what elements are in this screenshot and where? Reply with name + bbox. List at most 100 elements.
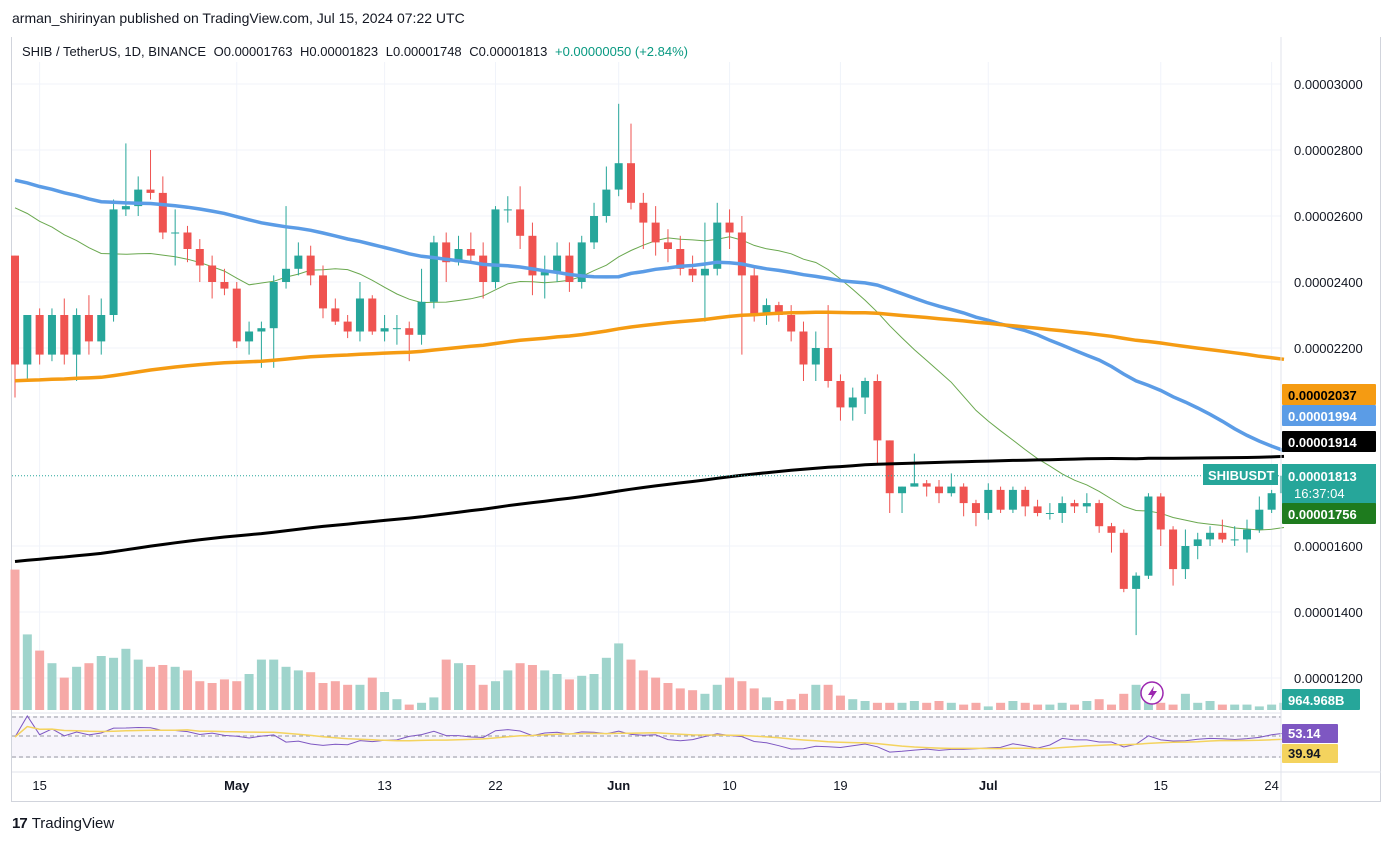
candle-body: [528, 235, 537, 276]
candle-body: [121, 206, 130, 210]
y-tick-label: 0.00001600: [1294, 539, 1363, 554]
candle-body: [1132, 575, 1141, 589]
volume-bar: [1070, 704, 1080, 710]
symbol-tag-bg: [1203, 464, 1278, 485]
candle-body: [1045, 513, 1054, 514]
ma-fast-price-label-bg: [1282, 503, 1376, 524]
candle-body: [676, 249, 685, 269]
volume-bar: [564, 679, 574, 710]
volume-bar: [1254, 706, 1264, 710]
volume-bar: [946, 702, 956, 710]
volume-bar: [835, 695, 845, 710]
volume-bar: [601, 657, 611, 710]
candle-body: [590, 216, 599, 243]
volume-bar: [158, 665, 168, 710]
x-tick-label: 24: [1264, 778, 1278, 793]
candle-body: [195, 249, 204, 266]
volume-bar: [355, 684, 365, 710]
ma-black-price-label-bg: [1282, 431, 1376, 452]
y-tick-label: 0.00001200: [1294, 671, 1363, 686]
candle-body: [688, 268, 697, 276]
ma-orange-price-label: 0.00002037: [1282, 384, 1376, 405]
volume-bar: [96, 656, 106, 710]
volume-bar: [1033, 704, 1043, 710]
volume-bar: [72, 666, 82, 710]
x-tick-label: 22: [488, 778, 502, 793]
volume-bar: [515, 663, 525, 710]
volume-bar: [848, 699, 858, 710]
legend-change: +0.00000050 (+2.84%): [555, 44, 688, 59]
volume-bar: [232, 681, 242, 710]
candle-body: [565, 255, 574, 282]
candle-body: [158, 192, 167, 233]
volume-bar: [1180, 693, 1190, 710]
candle-body: [1107, 526, 1116, 533]
volume-bar: [490, 681, 500, 710]
candle-body: [405, 328, 414, 335]
x-tick-label: May: [224, 778, 250, 793]
volume-bar: [1242, 704, 1252, 710]
candle-body: [1119, 532, 1128, 589]
candle-body: [232, 288, 241, 342]
candle-body: [1206, 532, 1215, 540]
candle-body: [146, 189, 155, 193]
candle-body: [725, 222, 734, 233]
y-tick-label: 0.00001400: [1294, 605, 1363, 620]
volume-bar: [244, 674, 254, 710]
volume-bar: [1020, 702, 1030, 710]
volume-bar: [663, 683, 673, 710]
volume-bar: [441, 659, 451, 710]
ma-blue-price-label: 0.00001994: [1282, 405, 1376, 426]
candle-body: [171, 232, 180, 234]
ma-orange-price-label-bg: [1282, 384, 1376, 405]
candle-body: [417, 301, 426, 335]
legend-open: O0.00001763: [213, 44, 293, 59]
candle-body: [1230, 539, 1239, 541]
candle-body: [762, 305, 771, 315]
volume-bar: [626, 659, 636, 710]
candle-body: [996, 489, 1005, 510]
volume-bar: [614, 643, 624, 710]
legend-symbol[interactable]: SHIB / TetherUS, 1D, BINANCE: [22, 44, 206, 59]
candle-body: [1156, 496, 1165, 530]
volume-bar: [1217, 704, 1227, 710]
candle-body: [269, 282, 278, 329]
volume-bar: [688, 690, 698, 710]
x-tick-label: 15: [1154, 778, 1168, 793]
volume-bar: [109, 657, 119, 710]
candle-body: [1070, 503, 1079, 507]
candle-body: [824, 348, 833, 381]
volume-bar: [762, 697, 772, 710]
volume-bar: [380, 692, 390, 710]
candle-body: [245, 331, 254, 342]
volume-bar: [922, 702, 932, 710]
volume-bar: [1045, 704, 1055, 710]
ma-fast-line: [14, 207, 1285, 531]
volume-bar: [306, 672, 316, 710]
volume-bar: [35, 650, 45, 710]
candle-body: [183, 232, 192, 249]
candle-body: [257, 328, 266, 332]
candle-body: [1058, 503, 1067, 513]
ma-blue-line: [14, 178, 1285, 453]
candle-body: [898, 486, 907, 494]
candle-body: [959, 486, 968, 504]
volume-bar: [1156, 702, 1166, 710]
candle-body: [984, 489, 993, 513]
candle-body: [922, 483, 931, 487]
volume-bar: [527, 665, 537, 710]
volume-bar: [133, 659, 143, 710]
volume-bar: [700, 693, 710, 710]
last-price-countdown: 16:37:04: [1294, 486, 1345, 501]
candle-body: [319, 275, 327, 309]
candle-body: [23, 315, 32, 365]
candle-body: [208, 265, 217, 282]
volume-bar: [1119, 693, 1129, 710]
y-tick-label: 0.00002400: [1294, 275, 1363, 290]
ohlc-legend: SHIB / TetherUS, 1D, BINANCE O0.00001763…: [22, 44, 692, 59]
candle-body: [713, 222, 722, 269]
candle-body: [935, 486, 943, 494]
tradingview-logo[interactable]: 17 TradingView: [12, 815, 114, 832]
volume-bar: [318, 683, 328, 710]
